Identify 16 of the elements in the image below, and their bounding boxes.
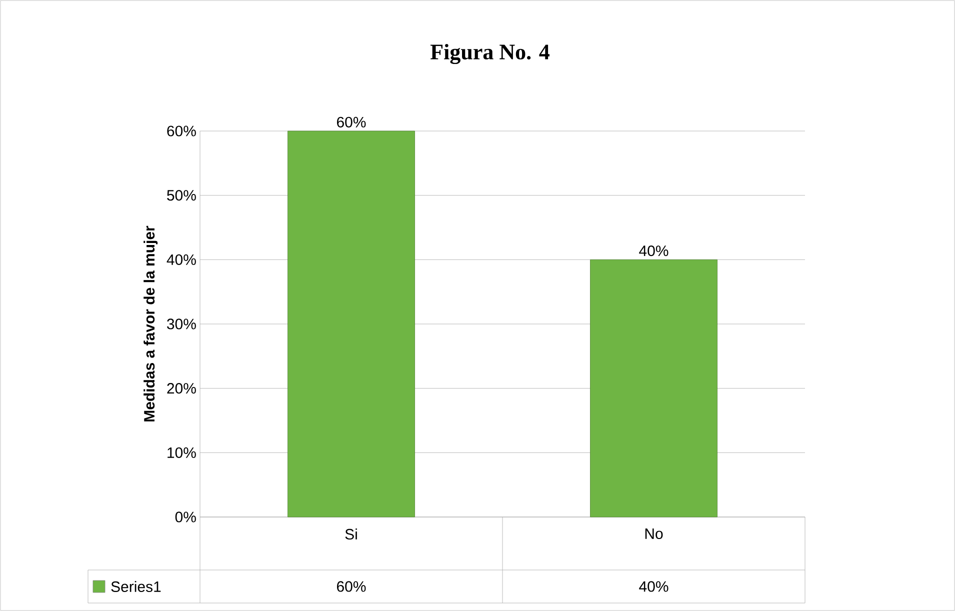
- text: 60%: [337, 116, 366, 128]
- chart-title: Figura No. 4: [430, 44, 550, 64]
- y-axis-title: Medidas a favor de la mujer: [144, 226, 158, 422]
- y-tick-label: 60%: [167, 126, 196, 136]
- legend-label: Series1: [111, 580, 161, 592]
- data-label: 60%: [337, 581, 366, 592]
- x-tick-label: Si: [345, 528, 357, 540]
- y-tick-label: 0%: [175, 512, 196, 522]
- x-tick-label: No: [645, 528, 663, 539]
- y-tick-label: 10%: [168, 447, 196, 458]
- y-tick-label: 40%: [166, 254, 196, 265]
- y-tick-label: 30%: [167, 318, 196, 330]
- text: 40%: [639, 246, 668, 256]
- y-tick-label: 50%: [167, 190, 196, 201]
- y-tick-label: 20%: [167, 383, 196, 394]
- data-label: 40%: [639, 581, 668, 592]
